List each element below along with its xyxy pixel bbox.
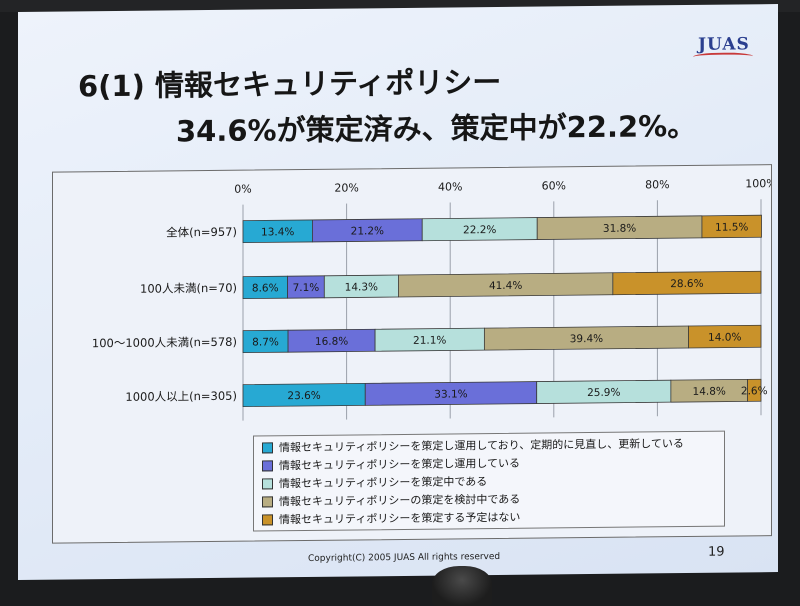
data-label: 13.4% — [261, 226, 294, 238]
tick-layer: 0% 20% 40% 60% 80% 100% — [234, 177, 776, 196]
stacked-bar-chart: 0% 20% 40% 60% 80% 100% 全体(n=957) 100人未満(n=70)… — [92, 177, 777, 421]
legend-swatch — [262, 459, 273, 471]
legend-item: 情報セキュリティポリシーを策定し運用しており、定期的に見直し、更新している — [262, 434, 684, 456]
slide-subtitle: 34.6%が策定済み、策定中が22.2%。 — [176, 108, 697, 149]
bar-layer: 13.4% 21.2% 22.2% 31.8% 11.5% 8.6% 7.1% 14.3% 41… — [242, 214, 768, 408]
audience-head — [432, 566, 492, 606]
x-tick-label: 80% — [645, 178, 669, 191]
presentation-slide: JUAS 6(1) 情報セキュリティポリシー 34.6%が策定済み、策定中が22… — [18, 4, 778, 580]
data-label: 14.0% — [708, 331, 741, 343]
chart-legend: 情報セキュリティポリシーを策定し運用しており、定期的に見直し、更新している 情報… — [253, 430, 725, 532]
page-number: 19 — [708, 544, 725, 560]
logo-swoosh-icon — [693, 52, 753, 61]
category-layer: 全体(n=957) 100人未満(n=70) 100〜1000人未満(n=578) 1… — [92, 225, 237, 404]
legend-swatch — [262, 513, 273, 525]
legend-label: 情報セキュリティポリシーを策定し運用している — [279, 456, 521, 473]
legend-swatch — [262, 441, 273, 453]
x-tick-label: 60% — [542, 179, 566, 192]
legend-label: 情報セキュリティポリシーを策定中である — [279, 475, 488, 491]
legend-swatch — [262, 495, 273, 507]
data-label: 25.9% — [587, 387, 620, 399]
slide-title: 6(1) 情報セキュリティポリシー — [78, 64, 502, 104]
bar-segment — [688, 324, 762, 349]
data-label: 33.1% — [434, 388, 467, 400]
data-label: 11.5% — [715, 221, 748, 233]
category-label: 全体(n=957) — [166, 225, 237, 240]
data-label: 41.4% — [489, 280, 522, 292]
data-label: 28.6% — [670, 278, 703, 290]
legend-swatch — [262, 477, 273, 489]
bar-segment — [747, 378, 762, 402]
legend-label: 情報セキュリティポリシーを策定し運用しており、定期的に見直し、更新している — [279, 437, 684, 455]
data-label: 22.2% — [463, 224, 496, 236]
category-label: 100人未満(n=70) — [140, 281, 237, 296]
data-label: 21.1% — [413, 335, 446, 347]
category-label: 1000人以上(n=305) — [125, 389, 237, 404]
bar-segment — [612, 270, 762, 296]
legend-item: 情報セキュリティポリシーを策定する予定はない — [262, 508, 520, 529]
data-label: 14.8% — [693, 386, 726, 398]
data-label: 31.8% — [603, 223, 636, 235]
data-label: 8.7% — [252, 336, 279, 348]
x-tick-label: 20% — [334, 181, 358, 194]
category-label: 100〜1000人未満(n=578) — [92, 335, 237, 351]
legend-item: 情報セキュリティポリシーを策定中である — [262, 472, 487, 492]
legend-label: 情報セキュリティポリシーを策定する予定はない — [279, 510, 521, 527]
data-label: 14.3% — [345, 281, 378, 293]
data-label: 23.6% — [287, 390, 320, 402]
x-tick-label: 0% — [234, 183, 251, 196]
x-tick-label: 100% — [745, 177, 771, 190]
x-tick-label: 40% — [438, 180, 462, 193]
chart-frame: 0% 20% 40% 60% 80% 100% 全体(n=957) 100人未満(n=70)… — [52, 164, 777, 544]
data-label: 8.6% — [252, 282, 279, 294]
copyright-footer: Copyright(C) 2005 JUAS All rights reserv… — [308, 551, 501, 564]
data-label: 21.2% — [351, 225, 384, 237]
data-label: 2.6% — [741, 385, 768, 397]
bar-segment — [701, 214, 762, 239]
legend-label: 情報セキュリティポリシーの策定を検討中である — [279, 492, 521, 509]
data-label: 7.1% — [293, 282, 320, 294]
data-label: 39.4% — [570, 333, 603, 345]
data-label: 16.8% — [315, 336, 348, 348]
